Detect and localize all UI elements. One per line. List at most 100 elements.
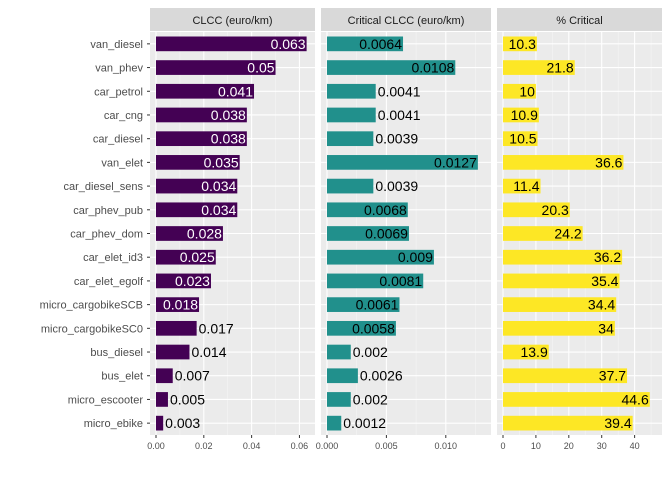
- data-label: 0.034: [201, 202, 236, 218]
- data-label: 0.0069: [365, 226, 408, 242]
- bar: [156, 36, 307, 52]
- data-label: 0.0041: [378, 107, 421, 123]
- y-axis-tick-label: car_cng: [104, 110, 143, 122]
- bar: [156, 297, 200, 312]
- data-label: 0.035: [204, 154, 239, 170]
- data-label: 34: [598, 320, 614, 336]
- bar: [503, 60, 575, 75]
- bar: [327, 249, 434, 265]
- bar: [503, 155, 624, 170]
- bar: [156, 60, 276, 75]
- x-axis-tick-label: 0.06: [291, 441, 309, 451]
- y-axis-tick-label: micro_escooter: [68, 394, 144, 406]
- data-label: 0.063: [271, 36, 306, 52]
- data-label: 0.002: [353, 344, 388, 360]
- bar: [327, 36, 404, 52]
- x-axis-tick-label: 0.04: [243, 441, 261, 451]
- data-label: 0.014: [191, 344, 226, 360]
- data-label: 10.5: [509, 131, 536, 147]
- bar: [327, 344, 351, 360]
- data-label: 36.6: [595, 154, 622, 170]
- bar: [503, 368, 628, 384]
- bar: [156, 368, 173, 384]
- y-axis-tick-label: car_petrol: [94, 86, 143, 98]
- data-label: 34.4: [588, 297, 615, 313]
- bar: [503, 249, 623, 265]
- data-label: 0.0061: [356, 297, 399, 313]
- data-label: 0.0068: [364, 202, 407, 218]
- data-label: 0.0026: [360, 368, 403, 384]
- y-axis-tick-label: van_diesel: [90, 39, 143, 51]
- y-axis-tick-label: van_phev: [95, 63, 143, 75]
- y-axis-tick-label: car_elet_id3: [83, 252, 143, 264]
- bar: [156, 178, 238, 194]
- bar: [327, 392, 351, 407]
- facet-strip: [497, 8, 662, 31]
- bar: [156, 226, 223, 241]
- facet-strip: [150, 8, 315, 31]
- bar: [327, 320, 396, 336]
- data-label: 0.0039: [375, 131, 418, 147]
- bar: [503, 320, 615, 336]
- bar: [327, 131, 374, 147]
- data-label: 39.4: [604, 415, 631, 431]
- x-axis-tick-label: 0.02: [195, 441, 213, 451]
- data-label: 36.2: [594, 249, 621, 265]
- bar: [156, 155, 240, 170]
- bar: [503, 392, 650, 407]
- bar: [327, 60, 456, 75]
- x-axis-tick-label: 20: [564, 441, 574, 451]
- bar: [503, 178, 541, 194]
- data-label: 0.0012: [343, 415, 386, 431]
- data-label: 0.023: [175, 273, 210, 289]
- facet-title: CLCC (euro/km): [192, 15, 272, 27]
- data-label: 21.8: [546, 60, 573, 76]
- facet-title: Critical CLCC (euro/km): [348, 15, 465, 27]
- y-axis-tick-label: car_elet_egolf: [74, 276, 144, 288]
- data-label: 0.009: [398, 249, 433, 265]
- bar: [327, 202, 408, 218]
- bar: [327, 83, 376, 99]
- y-axis-tick-label: car_diesel: [93, 134, 143, 146]
- data-label: 0.005: [170, 391, 205, 407]
- bar: [503, 273, 620, 289]
- data-label: 13.9: [520, 344, 547, 360]
- data-label: 0.038: [211, 131, 246, 147]
- bar: [503, 297, 617, 312]
- bar: [156, 273, 211, 289]
- bar: [503, 415, 633, 431]
- data-label: 0.003: [165, 415, 200, 431]
- data-label: 0.0108: [411, 60, 454, 76]
- data-label: 0.025: [180, 249, 215, 265]
- x-axis-tick-label: 0.010: [435, 441, 458, 451]
- x-axis-tick-label: 0: [500, 441, 505, 451]
- y-axis-tick-label: car_phev_dom: [70, 229, 143, 241]
- bar: [503, 344, 549, 360]
- bar: [327, 107, 376, 123]
- bar: [327, 226, 409, 241]
- data-label: 11.4: [513, 178, 539, 194]
- bar: [156, 415, 164, 431]
- data-label: 35.4: [591, 273, 618, 289]
- y-axis-tick-label: micro_cargobikeSC0: [41, 323, 143, 335]
- x-axis-tick-label: 0.00: [147, 441, 165, 451]
- bar: [503, 83, 536, 99]
- data-label: 0.018: [163, 297, 198, 313]
- bar: [156, 131, 247, 147]
- facet-title: % Critical: [556, 15, 602, 27]
- bar: [327, 155, 478, 170]
- data-label: 0.0081: [379, 273, 422, 289]
- data-label: 0.0058: [352, 320, 395, 336]
- data-label: 44.6: [621, 391, 648, 407]
- bar: [503, 36, 537, 52]
- data-label: 0.0039: [375, 178, 418, 194]
- bar: [503, 131, 538, 147]
- bar: [156, 320, 197, 336]
- bar: [503, 107, 539, 123]
- x-axis-tick-label: 10: [531, 441, 541, 451]
- bar: [156, 392, 168, 407]
- data-label: 10: [519, 83, 535, 99]
- bar: [156, 83, 255, 99]
